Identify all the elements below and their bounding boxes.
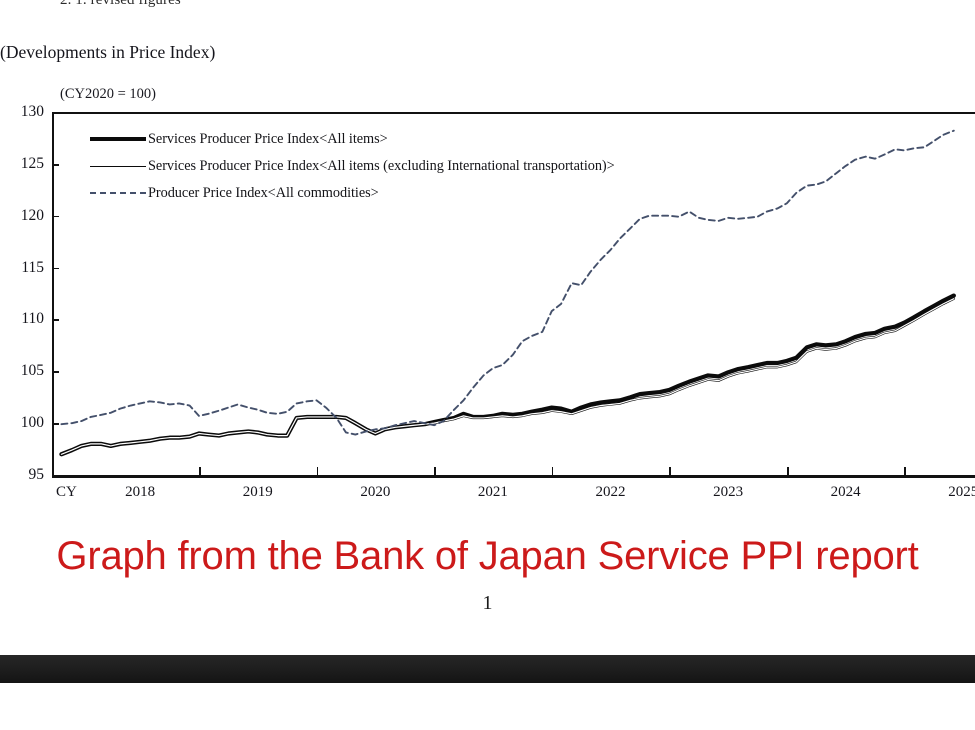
legend-label: Producer Price Index<All commodities> — [148, 184, 379, 201]
x-axis-unit-label: CY — [56, 484, 77, 500]
legend-item: Services Producer Price Index<All items … — [90, 157, 920, 184]
legend-label: Services Producer Price Index<All items … — [148, 157, 615, 174]
chart-series-line — [60, 129, 955, 436]
chart-series-line — [60, 298, 955, 455]
chart-legend: Services Producer Price Index<All items>… — [90, 130, 920, 211]
y-axis-tick-label: 110 — [21, 310, 44, 328]
bottom-dark-bar — [0, 655, 975, 684]
legend-line-swatch-dashed-icon — [90, 186, 146, 200]
x-axis-tick-label: 2021 — [477, 484, 508, 500]
x-axis-tick — [669, 467, 671, 476]
y-axis-tick-label: 95 — [28, 466, 45, 483]
chart-series-layer — [59, 129, 956, 457]
legend-label: Services Producer Price Index<All items> — [148, 130, 388, 147]
x-axis-tick-label: 2024 — [830, 484, 861, 500]
cutoff-header-text: 2. 1. revised figures — [60, 0, 181, 8]
slide-canvas: 2. 1. revised figures (Developments in P… — [0, 0, 975, 614]
y-axis-tick — [52, 319, 59, 322]
y-axis-tick-label: 120 — [20, 206, 44, 224]
x-axis-tick — [904, 467, 907, 476]
legend-item: Services Producer Price Index<All items> — [90, 130, 920, 157]
x-axis-tick-label: 2023 — [713, 484, 744, 500]
legend-line-swatch-solid-thin-icon — [90, 159, 146, 173]
y-axis-tick-label: 105 — [20, 362, 44, 380]
x-axis-tick — [551, 467, 554, 476]
x-axis-tick-label: 2020 — [360, 484, 391, 500]
page-title: (Developments in Price Index) — [0, 42, 216, 62]
x-axis-tick — [316, 467, 319, 476]
y-axis-tick — [52, 371, 59, 373]
x-axis-tick — [434, 467, 436, 476]
chart-series-line — [60, 297, 956, 456]
x-axis-tick — [198, 467, 201, 476]
chart-unit-note: (CY2020 = 100) — [60, 86, 156, 102]
legend-item: Producer Price Index<All commodities> — [90, 184, 920, 211]
price-index-chart: (CY2020 = 100) 95 100 105 110 115 120 125 130 2… — [0, 85, 975, 530]
x-axis-tick — [786, 467, 789, 476]
plot-frame — [52, 112, 975, 475]
y-axis-tick — [52, 267, 59, 270]
y-axis-tick-label: 125 — [20, 154, 44, 172]
below-bar-area — [0, 683, 975, 730]
x-axis-tick-label: 2022 — [595, 484, 626, 500]
chart-series-line — [59, 293, 956, 457]
y-axis-tick-label: 130 — [20, 103, 44, 120]
x-axis-tick-label: 2018 — [125, 484, 156, 500]
x-axis-line — [52, 475, 975, 478]
page-number: 1 — [482, 592, 493, 614]
legend-line-swatch-solid-thick-icon — [90, 132, 146, 146]
y-axis-tick — [52, 423, 59, 425]
y-axis-tick-label: 100 — [20, 414, 44, 432]
red-annotation-caption: Graph from the Bank of Japan Service PPI… — [56, 534, 919, 578]
y-axis-tick — [52, 163, 59, 166]
x-axis-tick-label: 2019 — [242, 484, 273, 500]
y-axis-tick-label: 115 — [21, 258, 44, 276]
y-axis-tick — [52, 215, 59, 218]
x-axis-tick-label: 2025 — [948, 484, 975, 500]
